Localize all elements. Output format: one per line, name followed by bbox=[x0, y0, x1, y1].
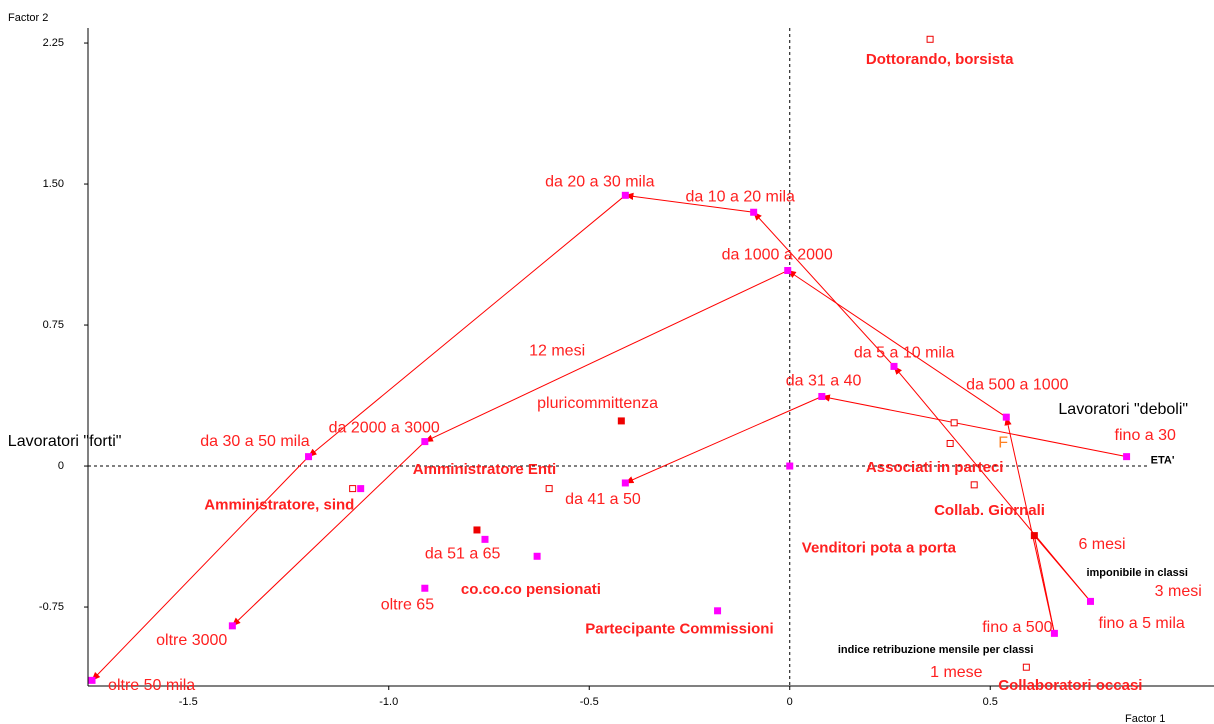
annotation: Amministratore, sind bbox=[204, 496, 354, 513]
point bbox=[1002, 413, 1010, 421]
point bbox=[950, 419, 958, 427]
annotation: Lavoratori "deboli" bbox=[1058, 401, 1188, 418]
point bbox=[305, 453, 313, 461]
x-tick-label: 0 bbox=[787, 696, 793, 708]
y-tick-label: 0.75 bbox=[43, 319, 64, 331]
point bbox=[890, 362, 898, 370]
point bbox=[481, 535, 489, 543]
point bbox=[750, 208, 758, 216]
point bbox=[228, 622, 236, 630]
annotation: F bbox=[998, 435, 1008, 452]
point bbox=[473, 526, 481, 534]
annotation: oltre 50 mila bbox=[108, 677, 195, 694]
annotation: 12 mesi bbox=[529, 343, 585, 360]
point bbox=[1030, 532, 1038, 540]
annotation: Venditori pota a porta bbox=[802, 540, 957, 557]
annotation: ETA' bbox=[1151, 454, 1175, 466]
point bbox=[421, 438, 429, 446]
annotation: fino a 30 bbox=[1115, 427, 1176, 444]
annotation: da 10 a 20 mila bbox=[685, 188, 795, 205]
annotation: indice retribuzione mensile per classi bbox=[838, 644, 1034, 656]
point bbox=[357, 485, 365, 493]
annotation: oltre 65 bbox=[381, 596, 434, 613]
arrow bbox=[307, 194, 626, 458]
annotation: Amministratore Enti bbox=[413, 461, 556, 478]
annotation: pluricommittenza bbox=[537, 395, 658, 412]
point bbox=[786, 462, 794, 470]
annotation: Dottorando, borsista bbox=[866, 51, 1014, 68]
annotation: da 1000 a 2000 bbox=[722, 247, 833, 264]
point bbox=[545, 485, 553, 493]
annotation: oltre 3000 bbox=[156, 632, 227, 649]
arrow bbox=[91, 456, 309, 682]
point bbox=[621, 191, 629, 199]
annotation: 6 mesi bbox=[1078, 536, 1125, 553]
annotation: da 41 a 50 bbox=[565, 491, 641, 508]
x-tick-label: 0.5 bbox=[983, 696, 998, 708]
annotation: 1 mese bbox=[930, 664, 983, 681]
x-tick-label: -1.0 bbox=[379, 696, 398, 708]
arrow bbox=[624, 396, 823, 484]
arrow bbox=[1033, 535, 1091, 602]
point bbox=[818, 392, 826, 400]
point bbox=[621, 479, 629, 487]
annotation: imponibile in classi bbox=[1086, 567, 1187, 579]
annotation: da 500 a 1000 bbox=[966, 376, 1068, 393]
annotation: Collaboratori occasi bbox=[998, 677, 1142, 694]
y-tick-label: 0 bbox=[58, 460, 64, 472]
annotation: da 31 a 40 bbox=[786, 373, 862, 390]
x-tick-label: -1.5 bbox=[179, 696, 198, 708]
annotation: Collab. Giornali bbox=[934, 502, 1045, 519]
annotation: da 5 a 10 mila bbox=[854, 344, 955, 361]
annotation: Associati in parteci bbox=[866, 459, 1004, 476]
point bbox=[617, 417, 625, 425]
arrow bbox=[820, 394, 1127, 458]
point bbox=[533, 552, 541, 560]
point bbox=[1050, 629, 1058, 637]
point bbox=[349, 485, 357, 493]
x-axis-title: Factor 1 bbox=[1125, 713, 1165, 724]
arrow bbox=[753, 211, 895, 367]
arrow bbox=[624, 192, 754, 213]
point bbox=[421, 584, 429, 592]
annotation: Partecipante Commissioni bbox=[585, 621, 773, 638]
annotation: co.co.co pensionati bbox=[461, 581, 601, 598]
arrow bbox=[893, 365, 1091, 602]
y-axis-title: Factor 2 bbox=[8, 12, 48, 24]
point bbox=[946, 439, 954, 447]
arrow bbox=[1033, 535, 1055, 634]
point bbox=[1086, 597, 1094, 605]
y-tick-label: 1.50 bbox=[43, 178, 64, 190]
point bbox=[784, 267, 792, 275]
point bbox=[714, 607, 722, 615]
point bbox=[1022, 663, 1030, 671]
x-tick-label: -0.5 bbox=[580, 696, 599, 708]
annotation: da 51 a 65 bbox=[425, 546, 501, 563]
annotation: da 2000 a 3000 bbox=[329, 420, 440, 437]
annotation: fino a 500 bbox=[982, 619, 1052, 636]
annotation: Lavoratori "forti" bbox=[8, 433, 122, 450]
arrow bbox=[786, 270, 1007, 418]
arrow bbox=[424, 270, 788, 443]
point bbox=[970, 481, 978, 489]
point bbox=[1123, 453, 1131, 461]
annotation: da 20 a 30 mila bbox=[545, 173, 655, 190]
arrow bbox=[1004, 416, 1055, 634]
y-tick-label: 2.25 bbox=[43, 37, 64, 49]
annotation: 3 mesi bbox=[1155, 583, 1202, 600]
y-tick-label: -0.75 bbox=[39, 601, 64, 613]
point bbox=[88, 676, 96, 684]
annotation: fino a 5 mila bbox=[1099, 615, 1185, 632]
arrow bbox=[231, 441, 426, 627]
point bbox=[926, 35, 934, 43]
annotation: da 30 a 50 mila bbox=[200, 433, 310, 450]
